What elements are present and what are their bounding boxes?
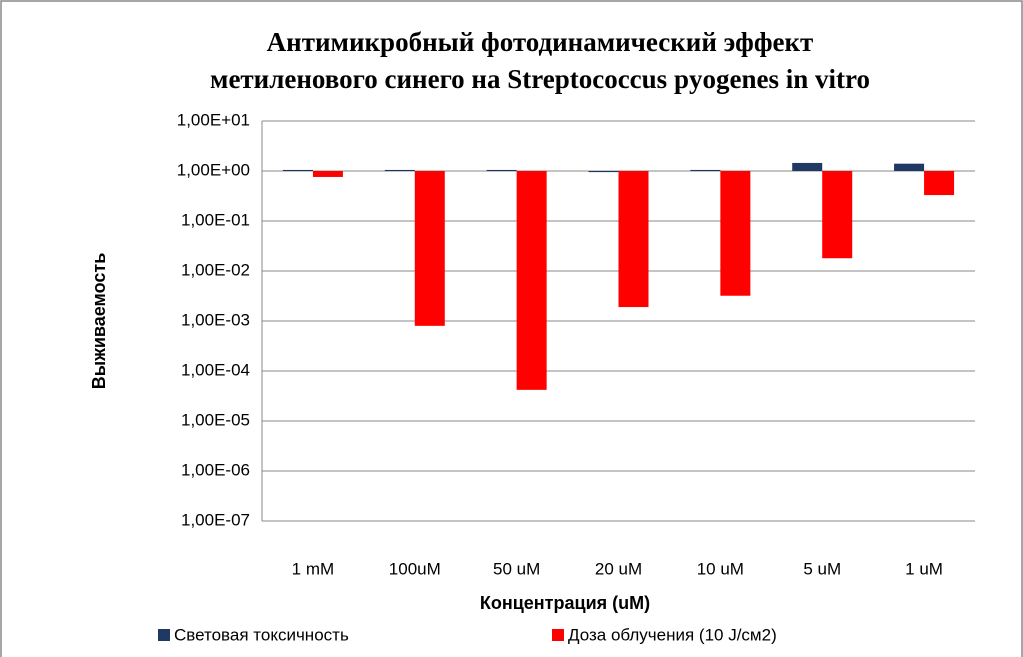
chart-title: Антимикробный фотодинамический эффект xyxy=(267,27,814,57)
bar xyxy=(588,171,619,173)
y-tick-label: 1,00E+01 xyxy=(177,110,250,129)
bar xyxy=(312,171,343,177)
bar xyxy=(822,171,853,259)
x-tick-label: 5 uM xyxy=(803,559,841,578)
y-tick-label: 1,00E-06 xyxy=(181,460,250,479)
bar xyxy=(516,171,547,390)
chart-title: метиленового синего на Streptococcus pyo… xyxy=(210,64,870,94)
bar xyxy=(720,171,751,296)
legend-label: Световая токсичность xyxy=(174,625,349,644)
x-tick-label: 50 uM xyxy=(493,559,540,578)
bar xyxy=(486,169,517,171)
x-tick-label: 20 uM xyxy=(595,559,642,578)
bar xyxy=(414,171,445,326)
y-tick-label: 1,00E+00 xyxy=(177,160,250,179)
bar xyxy=(282,169,313,171)
y-tick-label: 1,00E-02 xyxy=(181,260,250,279)
bar xyxy=(384,169,415,171)
y-axis-title: Выживаемость xyxy=(89,253,109,390)
legend-label: Доза облучения (10 J/см2) xyxy=(568,625,777,644)
bar xyxy=(924,171,955,196)
x-axis-title: Концентрация (uM) xyxy=(480,593,650,613)
x-tick-label: 10 uM xyxy=(697,559,744,578)
y-tick-label: 1,00E-05 xyxy=(181,410,250,429)
legend-swatch xyxy=(158,629,170,641)
bar xyxy=(618,171,649,308)
y-tick-label: 1,00E-07 xyxy=(181,510,250,529)
bar xyxy=(690,169,721,171)
y-tick-label: 1,00E-03 xyxy=(181,310,250,329)
bar xyxy=(894,163,925,171)
y-tick-label: 1,00E-01 xyxy=(181,210,250,229)
bar xyxy=(792,162,823,171)
x-tick-label: 100uM xyxy=(389,559,441,578)
legend-swatch xyxy=(552,629,564,641)
x-tick-label: 1 mM xyxy=(292,559,335,578)
x-tick-label: 1 uM xyxy=(905,559,943,578)
y-tick-label: 1,00E-04 xyxy=(181,360,250,379)
